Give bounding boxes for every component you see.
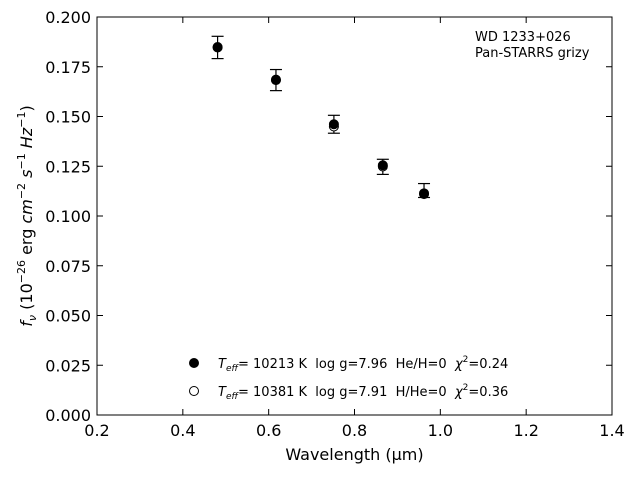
x-ticks: 0.2 0.4 0.6 0.8 1.0 1.2 1.4: [84, 17, 625, 440]
annotation-survey: Pan-STARRS grizy: [475, 46, 590, 61]
data-point-filled: [419, 188, 430, 199]
data-point-filled: [212, 42, 223, 53]
x-tick-label: 0.2: [84, 421, 109, 440]
legend: Teff= 10213 K log g=7.96 He/H=0 χ2=0.24 …: [189, 355, 508, 402]
y-tick-label: 0.175: [45, 58, 91, 77]
y-tick-label: 0.125: [45, 157, 91, 176]
data-point-filled: [328, 119, 339, 130]
y-tick-label: 0.000: [45, 406, 91, 425]
y-ticks: 0.000 0.025 0.050 0.075 0.100 0.125 0.150 0.175…: [45, 8, 612, 425]
plot-frame: [96, 16, 613, 416]
data-point-filled: [270, 75, 281, 86]
y-tick-label: 0.100: [45, 207, 91, 226]
y-tick-label: 0.075: [45, 257, 91, 276]
x-tick-label: 1.4: [599, 421, 624, 440]
x-tick-label: 0.6: [256, 421, 281, 440]
legend-marker-filled: [189, 358, 199, 368]
y-tick-label: 0.200: [45, 8, 91, 27]
annotation-object: WD 1233+026: [475, 30, 571, 45]
x-tick-label: 0.8: [342, 421, 367, 440]
y-axis-label: fν (10−26 erg cm−2 s−1 Hz−1): [15, 105, 39, 326]
data-points: [212, 42, 430, 200]
x-tick-label: 0.4: [170, 421, 195, 440]
x-axis-label: Wavelength (μm): [285, 445, 423, 464]
y-tick-label: 0.025: [45, 356, 91, 375]
legend-label-series-2: Teff= 10381 K log g=7.91 H/He=0 χ2=0.36: [218, 383, 508, 402]
x-tick-label: 1.2: [513, 421, 538, 440]
y-tick-label: 0.050: [45, 307, 91, 326]
y-tick-label: 0.150: [45, 108, 91, 127]
data-point-filled: [377, 160, 388, 171]
legend-marker-open: [189, 386, 199, 396]
x-tick-label: 1.0: [428, 421, 453, 440]
legend-label-series-1: Teff= 10213 K log g=7.96 He/H=0 χ2=0.24: [218, 355, 508, 374]
